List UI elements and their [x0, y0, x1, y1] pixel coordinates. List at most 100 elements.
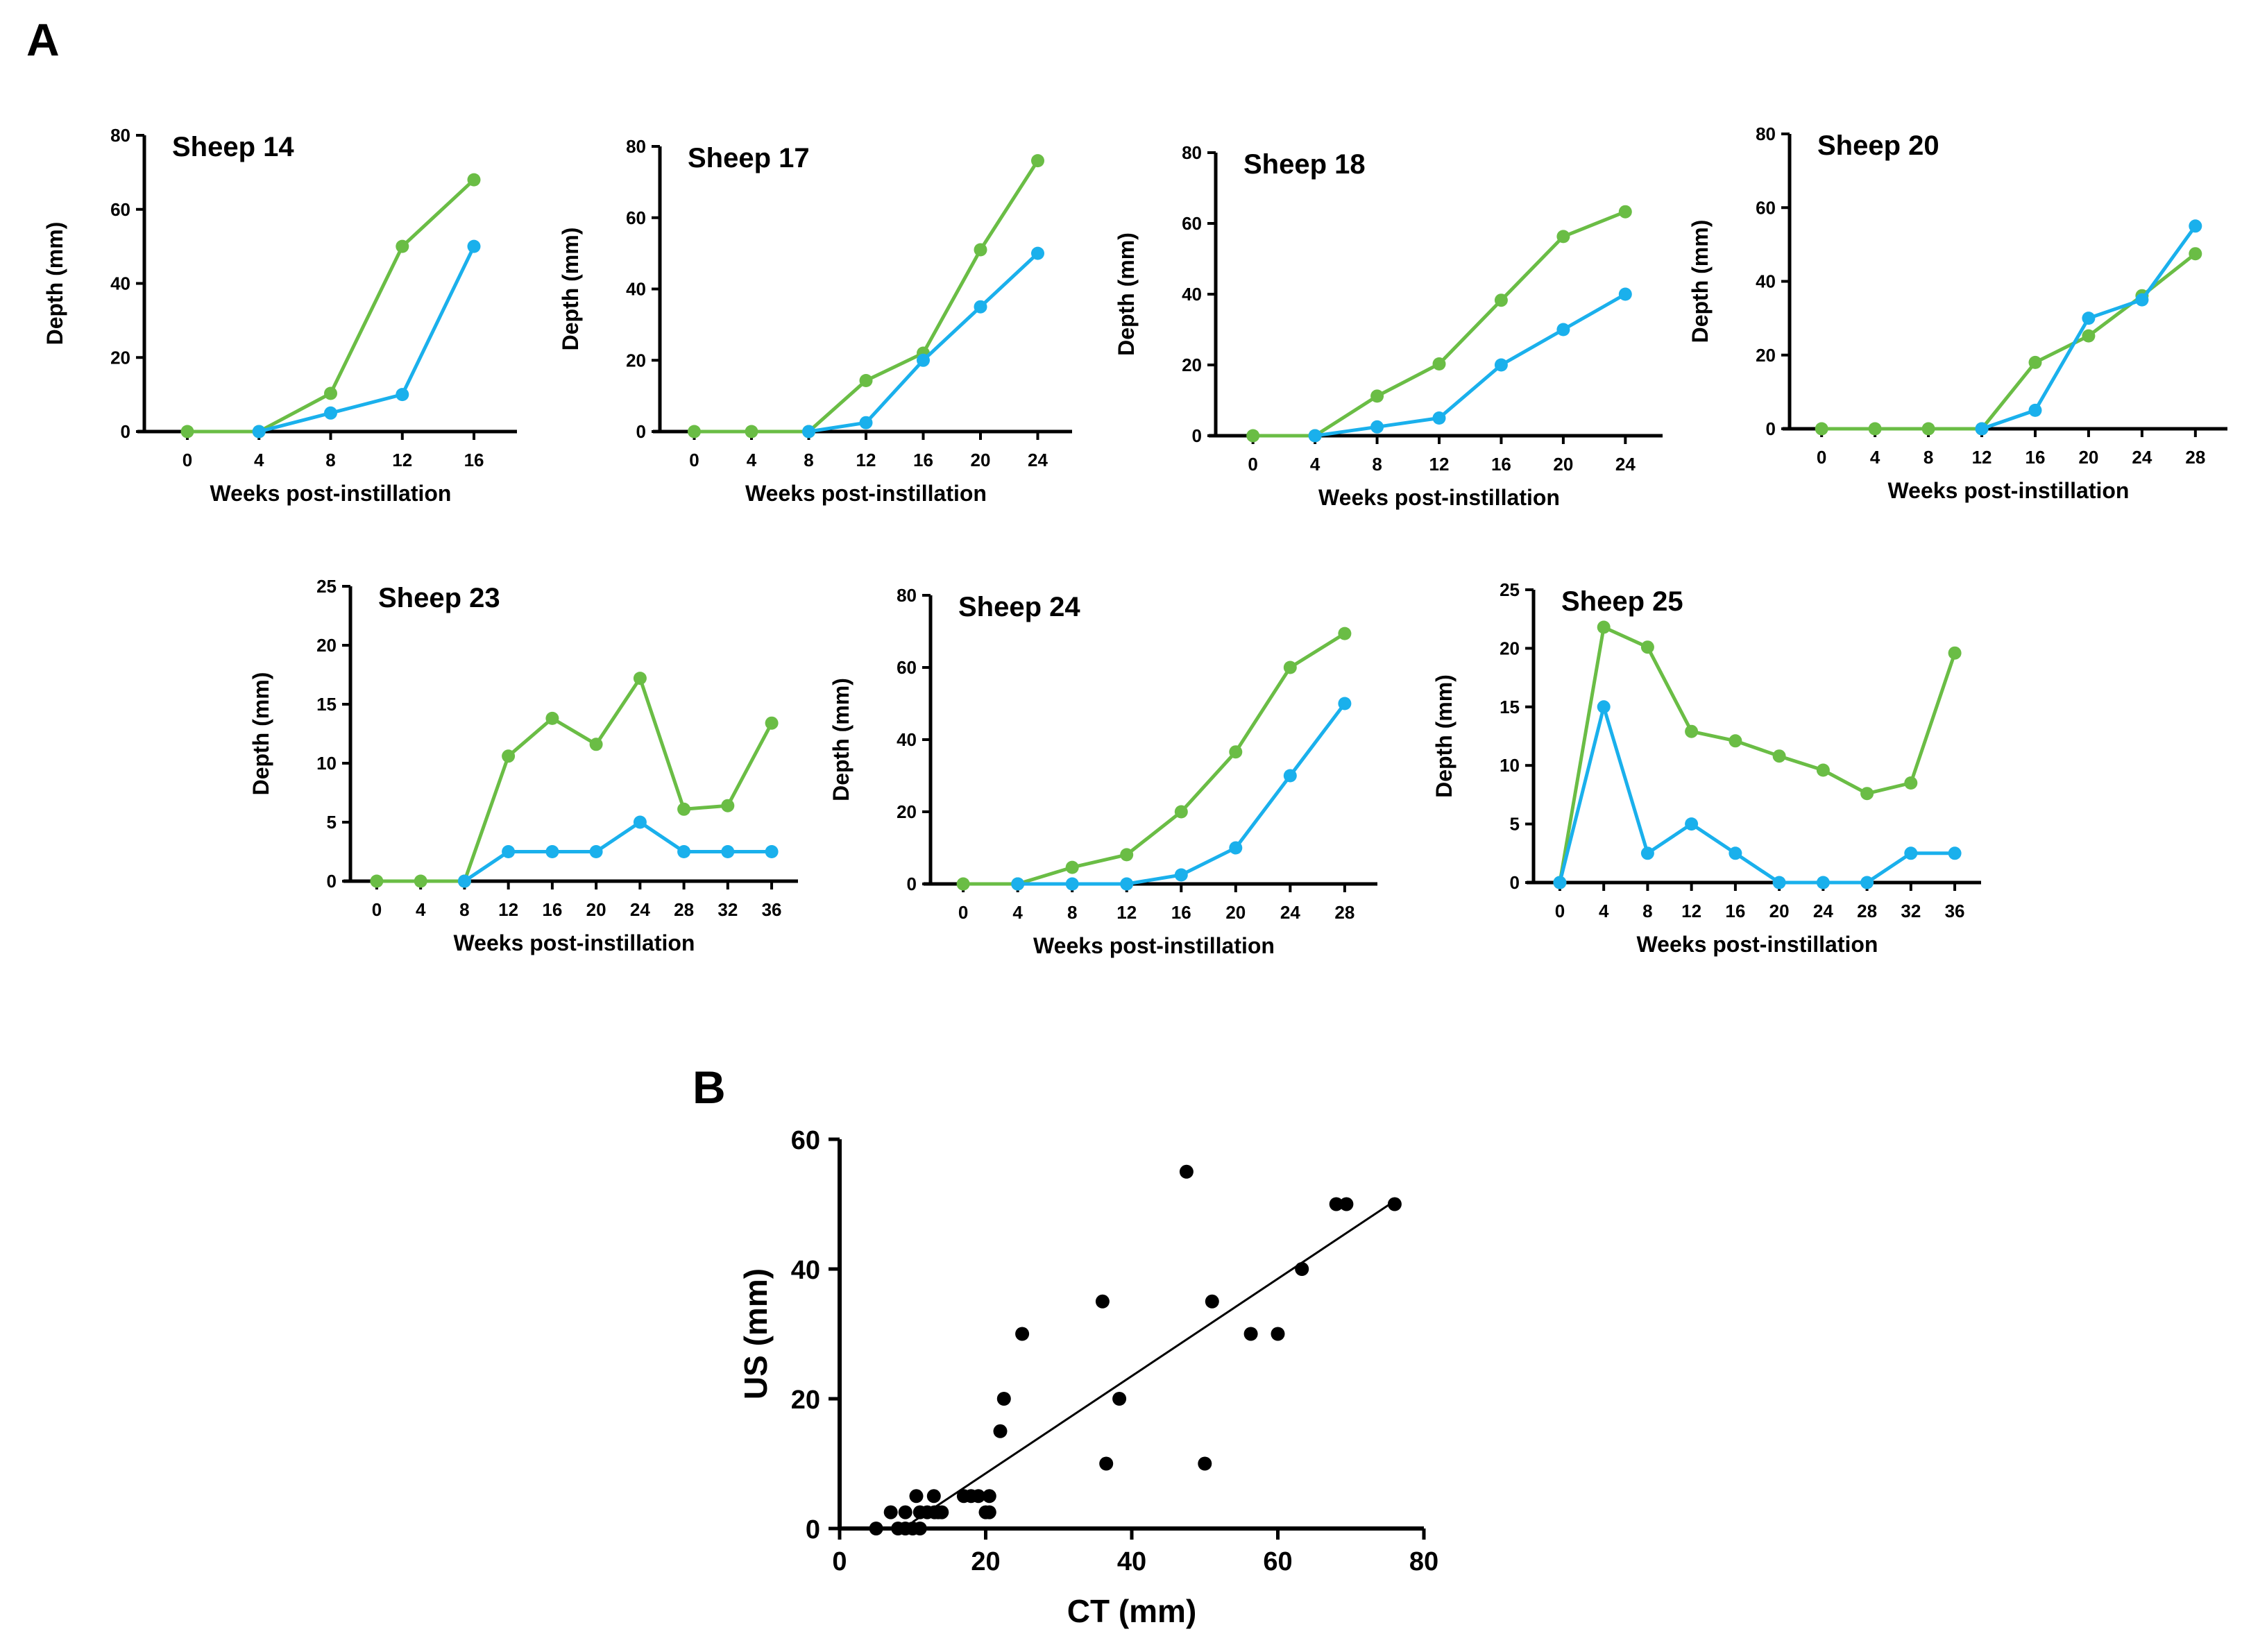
y-tick-label: 0	[1192, 425, 1202, 446]
series-line-green	[694, 160, 1039, 434]
y-axis-label: Depth (mm)	[248, 672, 273, 796]
scatter-point	[912, 1522, 927, 1535]
x-tick-label: 12	[1429, 454, 1450, 475]
x-tick-label: 36	[1945, 901, 1965, 921]
line-chart-sheep-0: 0 20 40 60 80 0 4 8 12 16 Weeks post-instillation D…	[42, 125, 517, 506]
x-tick-label: 20	[2078, 447, 2098, 468]
scatter-point	[1099, 1456, 1114, 1471]
data-point-green	[1370, 389, 1384, 403]
y-axis-label: Depth (mm)	[558, 228, 583, 351]
y-tick-label: 0	[1766, 418, 1776, 439]
chart-title: Sheep 25	[1561, 586, 1683, 617]
y-tick-label: 80	[626, 136, 646, 157]
data-point-green	[2189, 247, 2202, 261]
series-line-blue	[1017, 702, 1346, 886]
data-point-blue	[324, 406, 337, 420]
y-tick-label: 10	[316, 753, 337, 774]
x-tick-label: 12	[1116, 902, 1137, 923]
x-tick-label: 20	[586, 899, 606, 920]
x-tick-label: 20	[1769, 901, 1790, 921]
y-axis-label: US (mm)	[738, 1268, 774, 1399]
data-point-green	[765, 716, 779, 730]
y-tick-label: 10	[1500, 755, 1520, 776]
data-point-blue	[974, 300, 987, 314]
x-tick-label: 60	[1263, 1547, 1292, 1576]
data-point-blue	[859, 416, 873, 429]
data-point-green	[721, 799, 735, 812]
y-tick-label: 80	[1182, 142, 1202, 163]
y-tick-label: 40	[110, 273, 130, 294]
y-tick-label: 20	[897, 801, 917, 822]
data-point-green	[1921, 422, 1935, 436]
series-line-green	[963, 631, 1346, 886]
data-point-green	[2028, 355, 2042, 369]
x-tick-label: 0	[689, 450, 699, 470]
series-line-green	[1252, 210, 1627, 438]
line-chart-sheep-6: 0 5 10 15 20 25 0 4 8 12 16 20 24 28 32 36 Weeks post-in…	[1432, 579, 1981, 957]
x-tick-label: 12	[1972, 447, 1992, 468]
data-point-blue	[1283, 769, 1297, 783]
data-point-green	[1120, 848, 1134, 862]
data-point-green	[502, 749, 516, 763]
data-point-blue	[1816, 876, 1830, 889]
x-axis-label: Weeks post-instillation	[1318, 485, 1560, 510]
x-tick-label: 4	[1599, 901, 1609, 921]
scatter-point	[898, 1505, 912, 1519]
y-tick-label: 0	[121, 421, 130, 442]
x-tick-label: 80	[1409, 1547, 1438, 1576]
x-axis-label: CT (mm)	[1067, 1593, 1197, 1629]
x-tick-label: 4	[254, 450, 264, 470]
data-point-blue	[2082, 312, 2096, 325]
data-point-green	[1640, 640, 1654, 654]
scatter-point	[1112, 1392, 1127, 1406]
x-tick-label: 24	[2132, 447, 2152, 468]
data-point-blue	[396, 388, 409, 402]
data-point-blue	[765, 845, 779, 858]
scatter-point	[1198, 1456, 1212, 1471]
data-point-green	[370, 874, 384, 888]
scatter-point	[1243, 1327, 1258, 1341]
x-tick-label: 12	[856, 450, 876, 470]
data-point-blue	[1860, 876, 1874, 889]
data-point-blue	[1685, 817, 1699, 831]
x-tick-label: 16	[464, 450, 484, 470]
y-tick-label: 80	[1756, 124, 1776, 144]
y-tick-label: 0	[636, 421, 646, 442]
scatter-point	[1339, 1197, 1354, 1211]
x-tick-label: 40	[1117, 1547, 1146, 1576]
chart-title: Sheep 24	[958, 592, 1080, 622]
y-tick-label: 5	[1510, 814, 1520, 835]
x-tick-label: 8	[804, 450, 813, 470]
x-axis-label: Weeks post-instillation	[454, 930, 695, 955]
data-point-blue	[1904, 846, 1918, 860]
x-tick-label: 4	[416, 899, 426, 920]
y-tick-label: 60	[626, 207, 646, 228]
data-point-green	[859, 374, 873, 387]
data-point-green	[974, 243, 987, 257]
data-point-green	[956, 877, 970, 891]
x-tick-label: 28	[674, 899, 694, 920]
data-point-blue	[1432, 411, 1446, 425]
data-point-blue	[917, 353, 930, 367]
series-line-green	[1821, 252, 2197, 431]
x-tick-label: 32	[717, 899, 738, 920]
x-tick-label: 24	[1615, 454, 1636, 475]
y-tick-label: 40	[1182, 284, 1202, 305]
series-line-green	[1558, 625, 1957, 883]
scatter-point	[909, 1489, 924, 1504]
x-axis-label: Weeks post-instillation	[1033, 933, 1275, 958]
x-tick-label: 16	[913, 450, 933, 470]
y-tick-label: 20	[1500, 638, 1520, 658]
scatter-point	[971, 1489, 985, 1504]
y-tick-label: 40	[1756, 271, 1776, 292]
scatter-point	[993, 1424, 1008, 1438]
data-point-blue	[252, 425, 266, 438]
data-point-blue	[802, 425, 815, 438]
scatter-point	[1015, 1327, 1030, 1341]
x-tick-label: 8	[1642, 901, 1652, 921]
data-point-blue	[677, 845, 691, 858]
data-point-green	[677, 802, 691, 816]
data-point-blue	[1370, 420, 1384, 434]
chart-title: Sheep 20	[1817, 130, 1939, 161]
x-tick-label: 16	[2026, 447, 2046, 468]
